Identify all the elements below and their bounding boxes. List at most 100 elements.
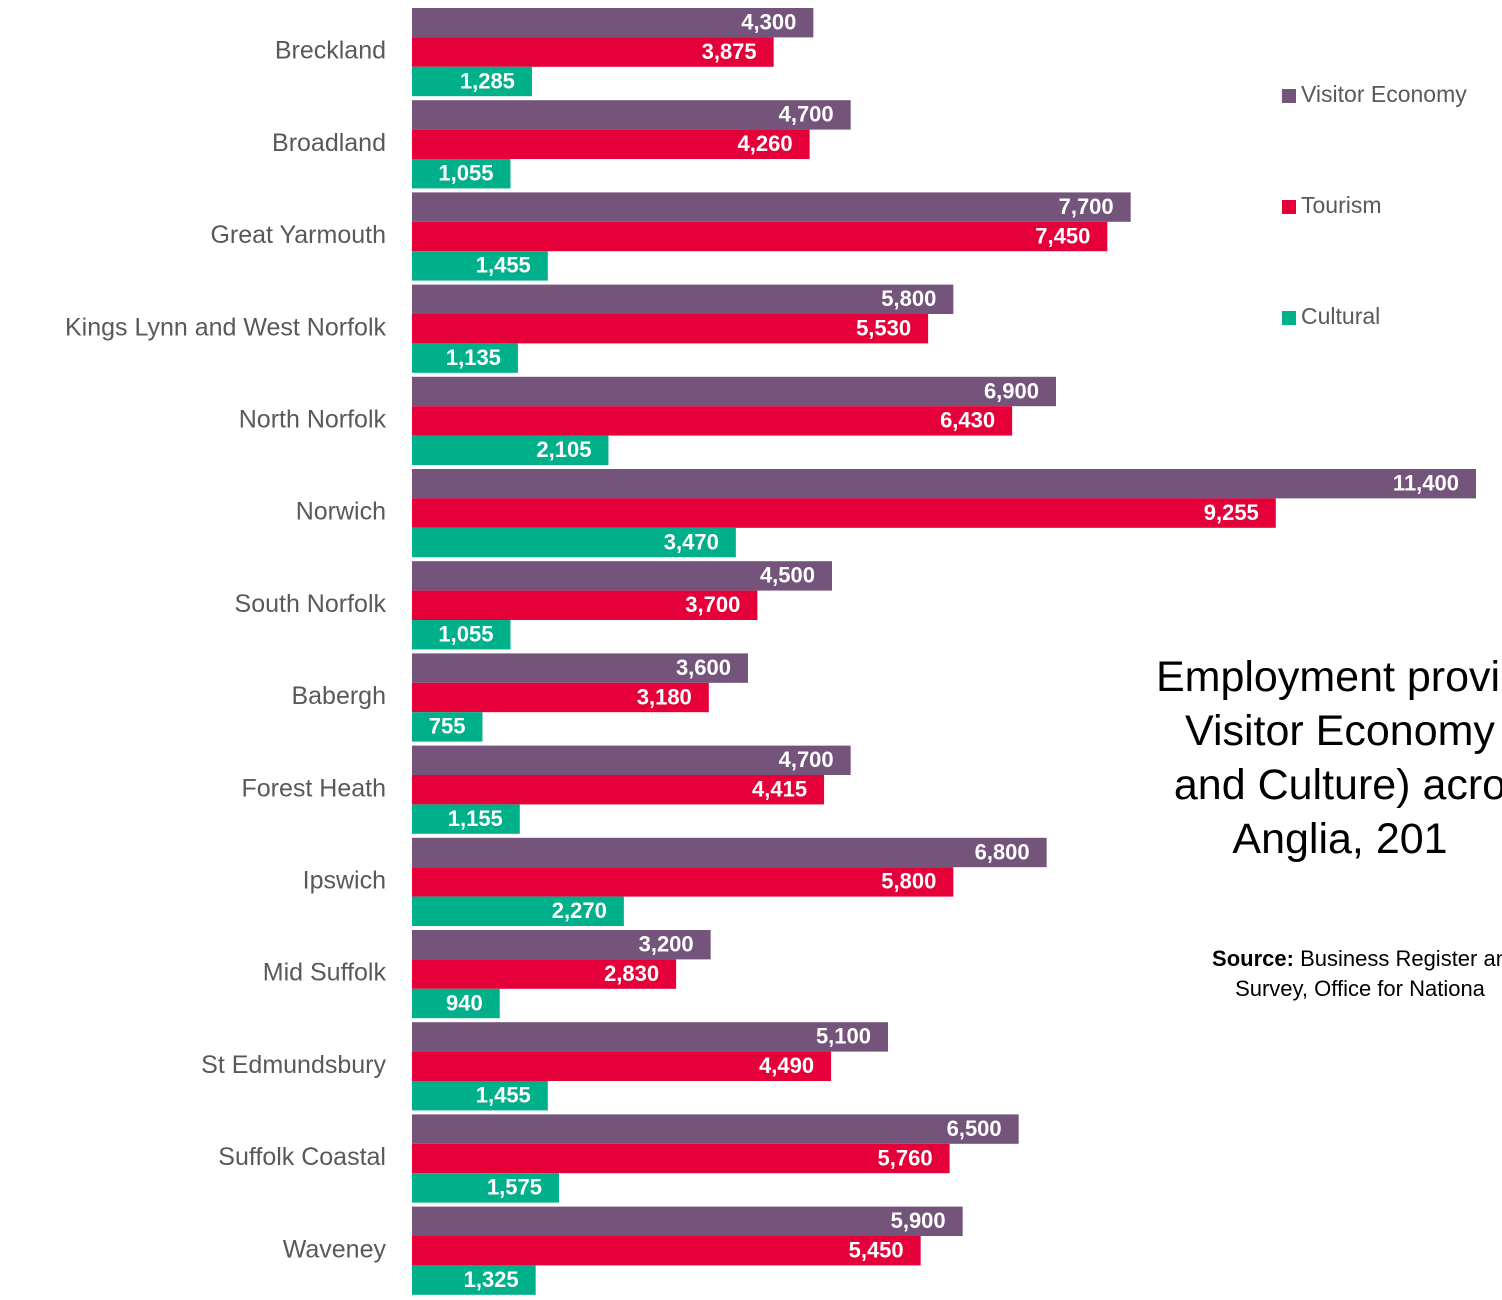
- bar-cultural-waveney: [412, 1265, 536, 1295]
- category-label-suffolk-coastal: Suffolk Coastal: [218, 1143, 386, 1171]
- bar-tourism-great-yarmouth: [412, 221, 1108, 252]
- data-label-visitor-economy-north-norfolk: 6,900: [984, 378, 1039, 403]
- data-label-tourism-north-norfolk: 6,430: [940, 408, 995, 433]
- bar-cultural-norwich: [412, 527, 736, 558]
- data-label-cultural-suffolk-coastal: 1,575: [487, 1175, 542, 1200]
- legend-label-visitor-economy: Visitor Economy: [1301, 81, 1467, 107]
- category-label-forest-heath: Forest Heath: [241, 774, 386, 802]
- bar-tourism-north-norfolk: [412, 406, 1013, 436]
- category-label-babergh: Babergh: [291, 682, 386, 710]
- category-label-breckland: Breckland: [275, 37, 386, 65]
- bar-cultural-breckland: [412, 66, 532, 97]
- bar-visitor-economy-broadland: [412, 100, 851, 130]
- bar-cultural-suffolk-coastal: [412, 1173, 559, 1203]
- category-label-great-yarmouth: Great Yarmouth: [210, 221, 386, 249]
- data-label-tourism-kings-lynn-and-west-norfolk: 5,530: [856, 316, 911, 341]
- bars-group: 4,300 3,875 1,285 4,700 4,260 1,055 7,700 7,450…: [412, 8, 1476, 1295]
- bar-tourism-breckland: [412, 37, 774, 67]
- legend: Visitor Economy Tourism Cultural: [1282, 81, 1467, 329]
- category-labels: Breckland Broadland Great Yarmouth Kings Ly…: [65, 37, 387, 1264]
- legend-swatch-visitor-economy: [1282, 89, 1296, 103]
- data-label-visitor-economy-st-edmundsbury: 5,100: [816, 1024, 871, 1049]
- bar-tourism-ipswich: [412, 867, 954, 897]
- data-label-visitor-economy-babergh: 3,600: [676, 655, 731, 680]
- bar-tourism-suffolk-coastal: [412, 1143, 950, 1174]
- data-label-tourism-forest-heath: 4,415: [752, 777, 807, 802]
- bar-visitor-economy-breckland: [412, 8, 814, 38]
- chart-title-line-4: Anglia, 201: [1232, 815, 1448, 863]
- bar-cultural-ipswich: [412, 896, 624, 926]
- chart-title-line-3: and Culture) acro: [1173, 761, 1502, 809]
- data-label-cultural-breckland: 1,285: [460, 68, 515, 93]
- bar-visitor-economy-ipswich: [412, 837, 1047, 868]
- bar-visitor-economy-st-edmundsbury: [412, 1022, 888, 1052]
- data-label-visitor-economy-ipswich: 6,800: [975, 839, 1030, 864]
- source-note: Source: Business Register an Survey, Off…: [1060, 944, 1502, 1004]
- category-label-kings-lynn-and-west-norfolk: Kings Lynn and West Norfolk: [65, 313, 386, 341]
- data-label-tourism-south-norfolk: 3,700: [685, 592, 740, 617]
- category-label-broadland: Broadland: [272, 129, 386, 157]
- data-label-visitor-economy-breckland: 4,300: [741, 10, 796, 35]
- bar-cultural-forest-heath: [412, 804, 520, 834]
- bar-tourism-norwich: [412, 498, 1276, 528]
- category-label-mid-suffolk: Mid Suffolk: [263, 959, 387, 987]
- data-label-cultural-north-norfolk: 2,105: [536, 437, 591, 462]
- source-line-1: Source: Business Register an: [1060, 944, 1502, 974]
- legend-label-tourism: Tourism: [1301, 192, 1382, 218]
- data-label-tourism-great-yarmouth: 7,450: [1035, 223, 1090, 248]
- data-label-cultural-norwich: 3,470: [664, 529, 719, 554]
- data-label-cultural-st-edmundsbury: 1,455: [476, 1083, 531, 1108]
- category-label-north-norfolk: North Norfolk: [239, 406, 387, 434]
- source-text-1: Business Register an: [1293, 946, 1502, 971]
- bar-visitor-economy-kings-lynn-and-west-norfolk: [412, 284, 954, 314]
- data-label-tourism-breckland: 3,875: [702, 39, 757, 64]
- data-label-visitor-economy-forest-heath: 4,700: [779, 747, 834, 772]
- bar-visitor-economy-suffolk-coastal: [412, 1114, 1019, 1144]
- category-label-norwich: Norwich: [296, 498, 386, 526]
- source-line-2: Survey, Office for Nationa: [1235, 976, 1485, 1001]
- data-label-cultural-broadland: 1,055: [438, 161, 493, 186]
- legend-swatch-cultural: [1282, 311, 1296, 325]
- data-label-cultural-great-yarmouth: 1,455: [476, 253, 531, 278]
- bar-visitor-economy-forest-heath: [412, 745, 851, 775]
- bar-cultural-broadland: [412, 159, 511, 189]
- bar-tourism-st-edmundsbury: [412, 1051, 832, 1081]
- data-label-visitor-economy-south-norfolk: 4,500: [760, 563, 815, 588]
- data-label-cultural-south-norfolk: 1,055: [438, 622, 493, 647]
- bar-tourism-waveney: [412, 1236, 921, 1266]
- bar-visitor-economy-south-norfolk: [412, 561, 832, 591]
- bar-tourism-babergh: [412, 682, 709, 713]
- bar-cultural-north-norfolk: [412, 435, 609, 465]
- data-label-cultural-ipswich: 2,270: [552, 898, 607, 923]
- data-label-visitor-economy-mid-suffolk: 3,200: [639, 932, 694, 957]
- chart-title-line-2: Visitor Economy: [1185, 707, 1495, 755]
- data-label-tourism-st-edmundsbury: 4,490: [759, 1053, 814, 1078]
- data-label-tourism-broadland: 4,260: [738, 131, 793, 156]
- data-label-tourism-ipswich: 5,800: [881, 869, 936, 894]
- source-label: Source:: [1212, 946, 1294, 971]
- bar-cultural-great-yarmouth: [412, 251, 548, 281]
- bar-visitor-economy-great-yarmouth: [412, 192, 1131, 222]
- bar-tourism-mid-suffolk: [412, 959, 677, 989]
- data-label-visitor-economy-norwich: 11,400: [1393, 471, 1459, 496]
- category-label-waveney: Waveney: [283, 1235, 387, 1263]
- data-label-visitor-economy-great-yarmouth: 7,700: [1059, 194, 1114, 219]
- bar-cultural-kings-lynn-and-west-norfolk: [412, 343, 518, 373]
- bar-cultural-south-norfolk: [412, 620, 511, 650]
- data-label-tourism-waveney: 5,450: [849, 1238, 904, 1263]
- category-label-south-norfolk: South Norfolk: [235, 590, 387, 618]
- bar-visitor-economy-norwich: [412, 469, 1476, 499]
- data-label-visitor-economy-waveney: 5,900: [891, 1208, 946, 1233]
- data-label-tourism-mid-suffolk: 2,830: [604, 961, 659, 986]
- category-label-ipswich: Ipswich: [303, 867, 386, 895]
- bar-cultural-mid-suffolk: [412, 988, 500, 1019]
- data-label-visitor-economy-kings-lynn-and-west-norfolk: 5,800: [881, 286, 936, 311]
- legend-label-cultural: Cultural: [1301, 303, 1380, 329]
- bar-tourism-forest-heath: [412, 775, 825, 805]
- bar-visitor-economy-babergh: [412, 653, 748, 683]
- legend-swatch-tourism: [1282, 200, 1296, 214]
- data-label-cultural-waveney: 1,325: [464, 1267, 519, 1292]
- chart-title: Employment provid Visitor Economy and Cu…: [1040, 650, 1502, 866]
- category-label-st-edmundsbury: St Edmundsbury: [201, 1051, 386, 1079]
